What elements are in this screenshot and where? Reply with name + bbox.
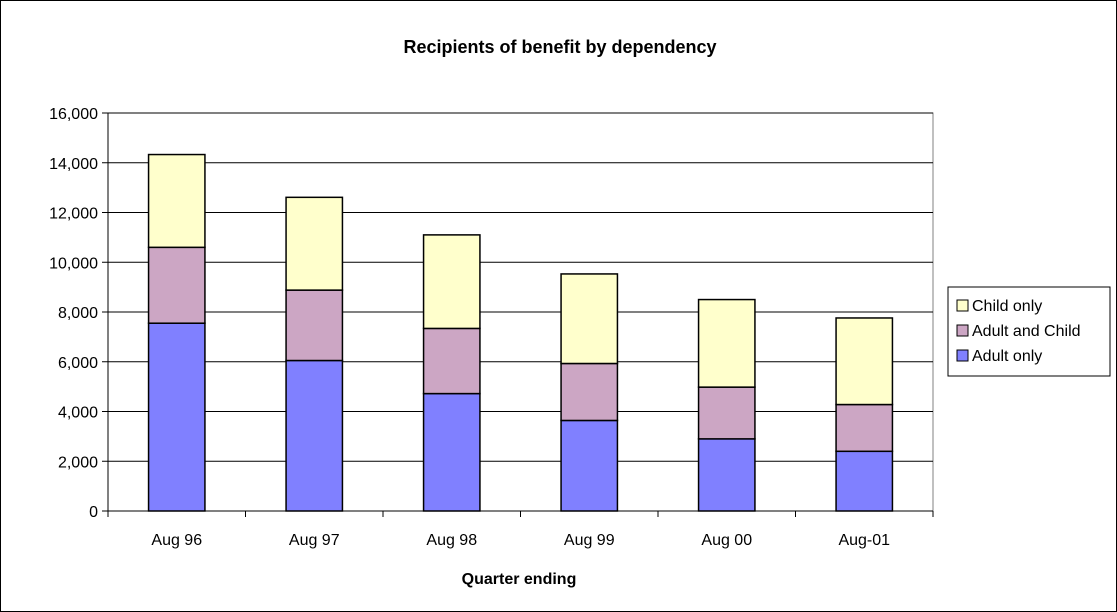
y-tick-label: 0 (89, 504, 98, 521)
x-tick-label: Aug-01 (838, 532, 890, 549)
bar-segment-child-only (147, 153, 206, 249)
legend-swatch (956, 324, 969, 337)
bar-segment-child-only (697, 298, 756, 388)
bar-segment-adult-only (147, 322, 206, 512)
bar-segment-adult-and-child (835, 403, 894, 453)
x-tick-label: Aug 97 (289, 532, 340, 549)
bar-segment-child-only (285, 196, 344, 291)
bar-segment-adult-only (697, 438, 756, 512)
bar-segment-adult-and-child (422, 327, 481, 395)
y-tick-label: 2,000 (58, 454, 98, 471)
bar-segment-child-only (422, 234, 481, 330)
bar-segment-adult-and-child (285, 289, 344, 362)
bar-segment-child-only (835, 317, 894, 406)
bar-segment-adult-only (285, 359, 344, 512)
legend-label: Adult only (972, 348, 1042, 365)
y-tick-label: 6,000 (58, 355, 98, 372)
x-tick-label: Aug 96 (151, 532, 202, 549)
bar-segment-adult-and-child (697, 386, 756, 440)
bar-segment-adult-only (422, 392, 481, 512)
bar-segment-adult-only (835, 450, 894, 512)
bar-segment-adult-only (560, 419, 619, 512)
x-axis-title: Quarter ending (462, 571, 577, 588)
y-tick-label: 8,000 (58, 305, 98, 322)
x-tick-label: Aug 99 (564, 532, 615, 549)
bar-segment-adult-and-child (147, 246, 206, 324)
x-tick-label: Aug 98 (426, 532, 477, 549)
y-tick-label: 14,000 (49, 156, 98, 173)
legend-label: Adult and Child (972, 323, 1081, 340)
x-tick-label: Aug 00 (701, 532, 752, 549)
legend-label: Child only (972, 298, 1042, 315)
bar-segment-adult-and-child (560, 362, 619, 422)
plot-area: 0 2,000 4,000 6,000 8,000 10,000 12,000 14,000 1… (49, 106, 934, 549)
legend-swatch (956, 299, 969, 312)
y-tick-label: 10,000 (49, 255, 98, 272)
legend-box (947, 286, 1111, 377)
chart-title: Recipients of benefit by dependency (403, 37, 716, 57)
y-tick-label: 4,000 (58, 405, 98, 422)
legend-swatch (956, 349, 969, 362)
y-tick-label: 16,000 (49, 106, 98, 123)
bar-segment-child-only (560, 273, 619, 365)
legend: Child only Adult and Child Adult only (947, 286, 1111, 377)
y-tick-label: 12,000 (49, 206, 98, 223)
